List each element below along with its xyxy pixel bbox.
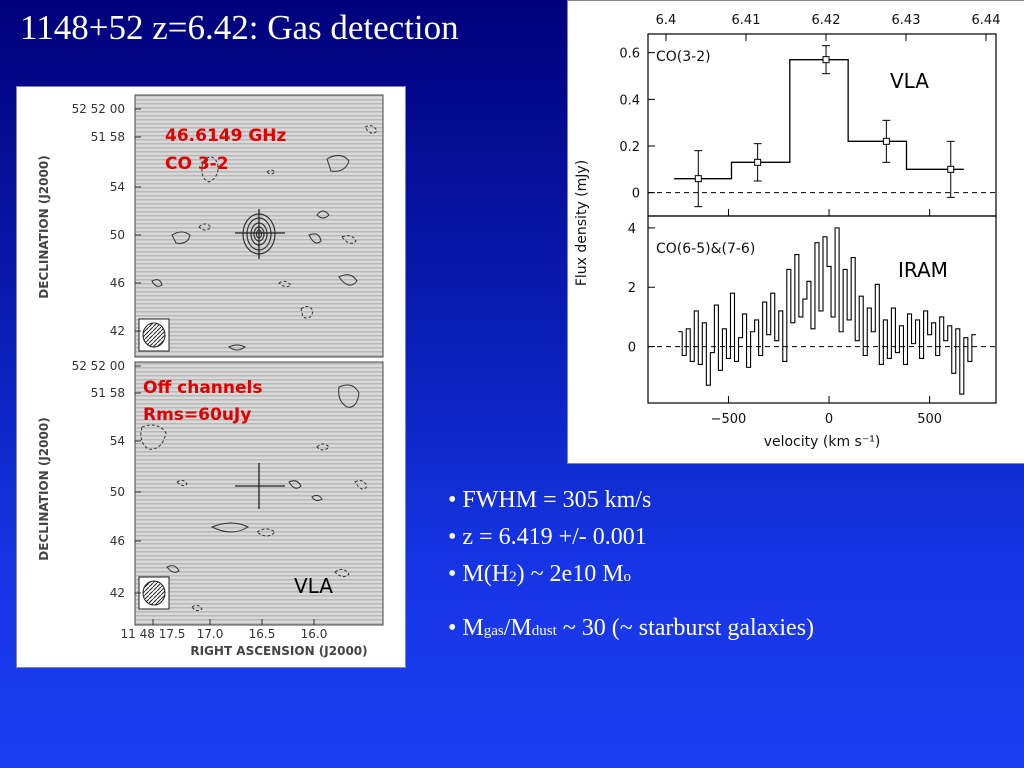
redshift-tick-label: 6.42 <box>812 13 841 28</box>
x-tick-label: −500 <box>711 412 747 427</box>
x-tick-label: 500 <box>917 412 942 427</box>
y-tick-label: 2 <box>628 281 636 296</box>
dec-tick-label: 54 <box>110 180 125 194</box>
fwhm-bullet: • FWHM = 305 km/s <box>448 487 652 513</box>
flux-axis-label: Flux density (mJy) <box>574 160 590 286</box>
line-label: CO 3-2 <box>165 154 229 174</box>
gas-mass-value: ) ~ 2e10 M <box>516 561 624 587</box>
vla-map-label: VLA <box>294 574 333 598</box>
beam-ellipse-top <box>142 322 166 348</box>
redshift-tick-label: 6.43 <box>892 13 921 28</box>
y-tick-label: 0.6 <box>619 47 640 62</box>
ra-tick-label: 16.5 <box>249 627 276 641</box>
gas-mass-bullet: • M(H2) ~ 2e10 Mo <box>448 556 814 596</box>
ra-tick-label: 11 48 17.5 <box>121 627 186 641</box>
negative-contours-bottom <box>140 424 368 612</box>
vla-spectrum-label: VLA <box>890 69 929 93</box>
co32-panel-label: CO(3-2) <box>656 49 711 65</box>
rms-label: Rms=60uJy <box>143 405 251 425</box>
redshift-tick-label: 6.44 <box>972 13 1001 28</box>
beam-ellipse-bottom <box>142 580 166 606</box>
gas-mass-prefix: • M(H <box>448 561 510 587</box>
data-point <box>947 165 955 173</box>
contour-maps-figure: 46.6149 GHz CO 3-2 <box>37 94 384 658</box>
solar-subscript: o <box>623 569 632 585</box>
x-tick-label: 0 <box>825 412 833 427</box>
ra-tick-label: 16.0 <box>301 627 328 641</box>
y-tick-label: 0.2 <box>619 140 640 155</box>
negative-contours-top <box>198 125 378 319</box>
ratio-value: ~ 30 (~ starburst galaxies) <box>556 615 815 641</box>
co65-spectrum-line <box>678 227 976 395</box>
contour-maps-panel: 46.6149 GHz CO 3-2 <box>16 86 406 668</box>
co65-panel-label: CO(6-5)&(7-6) <box>656 241 755 257</box>
dec-tick-label: 50 <box>110 485 125 499</box>
y-tick-label: 0 <box>632 187 640 202</box>
gas-subscript: gas <box>483 623 504 639</box>
velocity-axis-label: velocity (km s⁻¹) <box>764 434 881 450</box>
iram-spectrum-label: IRAM <box>898 258 948 282</box>
dec-tick-label: 46 <box>110 276 125 290</box>
cross-marker-top <box>235 209 285 259</box>
h2-subscript: 2 <box>509 569 517 585</box>
dec-tick-label: 42 <box>110 586 125 600</box>
spectra-figure: 6.4 6.41 6.42 6.43 6.44 0 0.2 0.4 0.6 0 2 4 −500 0… <box>574 13 1001 450</box>
cross-marker-bottom <box>235 463 285 509</box>
redshift-axis: 6.4 6.41 6.42 6.43 6.44 <box>656 13 1001 41</box>
data-point <box>822 56 830 64</box>
dec-tick-label: 54 <box>110 434 125 448</box>
velocity-axis: −500 0 500 <box>711 209 942 427</box>
dec-tick-label: 52 52 00 <box>72 102 125 116</box>
data-point <box>754 158 762 166</box>
dust-subscript: dust <box>531 623 557 639</box>
dec-tick-label: 52 52 00 <box>72 359 125 373</box>
ra-ticks: 11 48 17.5 17.0 16.5 16.0 <box>121 619 328 641</box>
redshift-tick-label: 6.4 <box>656 13 677 28</box>
gas-dust-ratio-bullet: • Mgas/Mdust ~ 30 (~ starburst galaxies) <box>448 610 814 650</box>
redshift-tick-label: 6.41 <box>732 13 761 28</box>
dec-ticks-bottom: 52 52 00 51 58 54 50 46 42 <box>72 359 141 600</box>
noise-contours-bottom <box>166 384 360 573</box>
dec-tick-label: 51 58 <box>91 386 125 400</box>
spectra-panel: 6.4 6.41 6.42 6.43 6.44 0 0.2 0.4 0.6 0 2 4 −500 0… <box>567 0 1024 464</box>
dec-tick-label: 46 <box>110 534 125 548</box>
slide-title: 1148+52 z=6.42: Gas detection <box>20 8 459 47</box>
dec-tick-label: 50 <box>110 228 125 242</box>
data-point <box>694 175 702 183</box>
off-channel-map: Off channels Rms=60uJy VLA <box>134 361 384 626</box>
ratio-mid: /M <box>503 615 532 641</box>
dec-tick-label: 42 <box>110 324 125 338</box>
y-tick-label: 0.4 <box>619 93 640 108</box>
co32-map: 46.6149 GHz CO 3-2 <box>134 94 384 358</box>
results-list: • FWHM = 305 km/s • z = 6.419 +/- 0.001 … <box>448 482 814 650</box>
freq-label: 46.6149 GHz <box>165 126 287 146</box>
y-tick-label: 0 <box>628 341 636 356</box>
noise-contours-top <box>151 155 358 351</box>
ratio-prefix: • M <box>448 615 484 641</box>
off-channels-label: Off channels <box>143 378 262 398</box>
co32-step-line <box>674 59 964 180</box>
dec-axis-label-top: DECLINATION (J2000) <box>37 155 51 298</box>
redshift-bullet: • z = 6.419 +/- 0.001 <box>448 524 647 550</box>
ra-tick-label: 17.0 <box>197 627 224 641</box>
dec-axis-label-bottom: DECLINATION (J2000) <box>37 417 51 560</box>
dec-ticks-top: 52 52 00 51 58 54 50 46 42 <box>72 102 141 338</box>
y-tick-label: 4 <box>628 222 636 237</box>
ra-axis-label: RIGHT ASCENSION (J2000) <box>190 644 367 658</box>
data-point <box>882 137 890 145</box>
co65-spectrum: 0 2 4 <box>628 222 996 395</box>
co32-spectrum: 0 0.2 0.4 0.6 <box>619 45 996 208</box>
dec-tick-label: 51 58 <box>91 130 125 144</box>
co65-axes-frame <box>647 215 997 404</box>
